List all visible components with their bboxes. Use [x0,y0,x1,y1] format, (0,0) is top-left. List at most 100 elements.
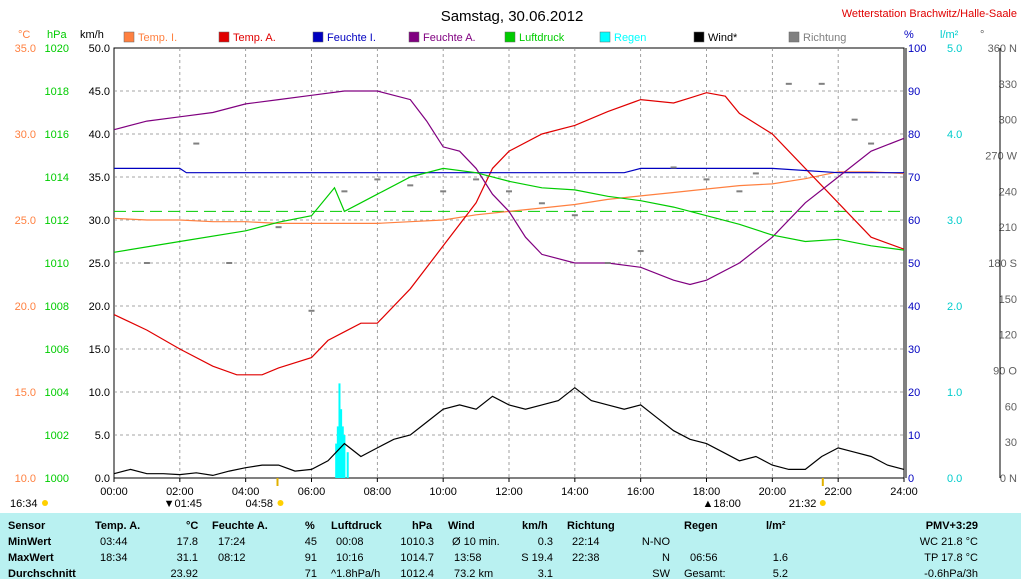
direction-r2-time: 22:38 [572,552,600,564]
temp-axis-tick-0: 10.0 [15,473,36,485]
temp-axis-tick-1: 15.0 [15,387,36,399]
x-tick-7: 14:00 [561,486,589,498]
pmv-header: PMV+3:29 [925,520,978,532]
rain-axis-tick-1: 1.0 [947,387,962,399]
richtung-point-6 [374,178,381,181]
rain-header: Regen [684,520,718,532]
pressure-axis-tick-6: 1012 [45,215,69,227]
legend-label-3: Feuchte A. [423,32,476,44]
temp-max-time: 18:34 [100,552,128,564]
temp-axis-tick-3: 25.0 [15,215,36,227]
pmv-tp: TP 17.8 °C [924,552,978,564]
direction-axis-tick-9: 270 W [985,151,1017,163]
x-tick-8: 16:00 [627,486,655,498]
humidity-axis-tick-9: 90 [908,86,920,98]
x-tick-12: 24:00 [890,486,918,498]
unit-temp: °C [18,29,30,41]
wind-axis-tick-0: 0.0 [95,473,110,485]
pressure-min: 1010.3 [400,536,434,548]
temp-header: Temp. A. [95,520,141,532]
direction-axis-tick-1: 30 [1005,437,1017,449]
legend-label-1: Temp. A. [233,32,276,44]
direction-axis-tick-6: 180 S [988,258,1017,270]
legend-swatch-0 [123,31,135,43]
sunset-label: 21:32 [789,498,817,510]
wind-max: S 19.4 [521,552,553,564]
direction-axis-tick-3: 90 O [993,366,1017,378]
humidity-axis-tick-3: 30 [908,344,920,356]
richtung-point-18 [752,172,759,175]
legend-label-4: Luftdruck [519,32,565,44]
wind-unit: km/h [522,520,548,532]
legend-label-0: Temp. I. [138,32,177,44]
x-tick-11: 22:00 [824,486,852,498]
x-tick-5: 10:00 [429,486,457,498]
wind-max-time: 13:58 [454,552,482,564]
direction-axis-tick-8: 240 [999,186,1017,198]
weather-chart: Samstag, 30.06.2012 Wetterstation Brachw… [10,8,1018,510]
wind-axis-tick-2: 10.0 [89,387,110,399]
direction-header: Richtung [567,520,615,532]
wind-axis-tick-5: 25.0 [89,258,110,270]
wind-axis-tick-9: 45.0 [89,86,110,98]
time-markers: 16:34 04:58 21:32 ▼01:45 ▲18:00 [10,478,826,510]
temp-min-time: 03:44 [100,536,128,548]
pressure-axis-tick-7: 1014 [45,172,69,184]
richtung-point-4 [308,309,315,312]
pressure-axis-tick-8: 1016 [45,129,69,141]
x-tick-10: 20:00 [759,486,787,498]
wind-distance: 73.2 km [454,568,494,580]
rain-bar-4 [341,426,344,478]
rain-bar-1 [336,426,339,478]
richtung-point-11 [538,202,545,205]
unit-pressure: hPa [47,29,67,41]
humid-max: 91 [304,552,317,564]
row-label-avg: Durchschnitt [8,568,76,580]
x-tick-0: 00:00 [100,486,128,498]
humidity-axis-tick-0: 0 [908,473,914,485]
pressure-trend: ^1.8hPa/h [331,568,381,580]
richtung-point-5 [341,190,348,193]
axes: 10.015.020.025.030.035.01000100210041006… [15,43,1018,498]
x-tick-3: 06:00 [298,486,326,498]
richtung-point-16 [703,178,710,181]
rain-axis-tick-4: 4.0 [947,129,962,141]
luftdruck-line [113,167,905,253]
direction-axis-tick-0: 0 N [1000,473,1017,485]
unit-humidity: % [904,29,914,41]
temp-max: 31.1 [176,552,198,564]
sunrise-sun-icon [277,500,284,506]
legend-swatch-7 [788,31,800,43]
pmv-wc: WC 21.8 °C [919,536,978,548]
direction-axis-tick-4: 120 [999,330,1017,342]
humidity-axis-tick-7: 70 [908,172,920,184]
humid-unit: % [305,520,315,532]
sensor-header: Sensor [8,520,46,532]
legend: Temp. I. Temp. A. Feuchte I. Feuchte A. Luft… [123,31,846,44]
temp-min: 17.8 [176,536,198,548]
richtung-point-9 [473,178,480,181]
legend-swatch-5 [599,31,611,43]
richtung-point-17 [736,190,743,193]
richtung-point-7 [407,184,414,187]
humid-avg: 71 [304,568,317,580]
wind-avg10: 0.3 [537,536,553,548]
rain-total-label: Gesamt: [684,568,726,580]
pressure-avg: 1012.4 [400,568,434,580]
x-tick-1: 02:00 [166,486,194,498]
x-tick-9: 18:00 [693,486,721,498]
chart-title: Samstag, 30.06.2012 [441,8,584,25]
richtung-point-22 [868,142,875,145]
wind-axis-tick-8: 40.0 [89,129,110,141]
pressure-header: Luftdruck [331,520,382,532]
rain-axis-tick-0: 0.0 [947,473,962,485]
sunset-sun-icon [819,500,826,506]
rain-unit: l/m² [766,520,786,532]
legend-swatch-3 [408,31,420,43]
wind-axis-tick-6: 30.0 [89,215,110,227]
temp-axis-tick-4: 30.0 [15,129,36,141]
row-label-min: MinWert [8,536,52,548]
humid-min: 45 [304,536,317,548]
rain-bar-3 [340,409,343,478]
humid-max-time: 08:12 [218,552,246,564]
